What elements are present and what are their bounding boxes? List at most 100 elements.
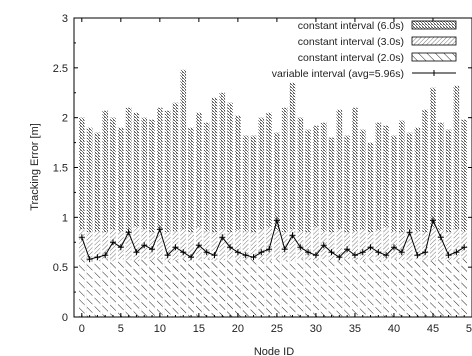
variable-point-10	[156, 226, 163, 233]
variable-point-6	[125, 229, 132, 236]
variable-point-13	[180, 249, 187, 256]
bar-6s-1	[86, 127, 93, 317]
bar-2s-21	[242, 260, 249, 317]
bar-2s-22	[250, 259, 257, 317]
variable-point-12	[172, 244, 179, 251]
series-variable-line	[78, 217, 468, 263]
bar-2s-30	[313, 261, 319, 317]
bar-6s-46	[437, 122, 444, 317]
bar-2s-14	[188, 261, 194, 317]
bar-6s-15	[196, 112, 202, 317]
bar-6s-2	[94, 132, 101, 317]
bar-2s-37	[367, 259, 374, 317]
bar-6s-47	[445, 129, 452, 317]
bar-2s-23	[258, 260, 265, 317]
bar-6s-27	[289, 82, 296, 317]
bar-2s-20	[235, 261, 241, 317]
bar-6s-17	[211, 97, 218, 317]
bar-2s-7	[133, 261, 140, 317]
bar-6s-40	[391, 135, 397, 317]
bar-2s-15	[196, 260, 202, 317]
bar-6s-28	[297, 117, 304, 317]
variable-point-15	[195, 242, 202, 249]
bar-6s-7	[133, 112, 140, 317]
bar-2s-4	[110, 261, 116, 317]
bar-2s-8	[141, 259, 148, 317]
legend-label-variable: variable interval (avg=5.96s)	[272, 68, 404, 80]
bar-6s-24	[266, 112, 272, 317]
bar-2s-31	[320, 259, 327, 317]
variable-point-5	[117, 244, 124, 251]
bar-2s-13	[180, 259, 187, 317]
variable-point-18	[219, 234, 226, 241]
bar-2s-2	[94, 260, 101, 317]
x-tick-label-25: 25	[271, 323, 283, 335]
y-tick-label-2.5: 2.5	[53, 63, 68, 75]
bar-2s-45	[430, 261, 436, 317]
x-tick-label-0: 0	[79, 323, 85, 335]
bar-6s-35	[352, 107, 358, 317]
bar-2s-26	[281, 260, 288, 317]
bar-2s-46	[437, 259, 444, 317]
variable-point-46	[437, 234, 444, 241]
bar-2s-11	[164, 261, 171, 317]
bar-2s-6	[125, 260, 132, 317]
bar-2s-19	[227, 259, 233, 317]
variable-point-31	[320, 242, 327, 249]
bar-2s-34	[344, 259, 350, 317]
bar-6s-8	[141, 117, 148, 317]
bar-2s-38	[375, 260, 382, 317]
y-tick-label-3: 3	[62, 13, 68, 25]
y-axis-label: Tracking Error [m]	[29, 123, 41, 211]
bar-2s-5	[118, 259, 124, 317]
variable-point-40	[390, 244, 397, 251]
y-tick-label-1.5: 1.5	[53, 163, 68, 175]
bar-6s-0	[78, 117, 85, 317]
bar-2s-25	[274, 259, 280, 317]
bar-6s-20	[235, 115, 241, 317]
bar-6s-37	[367, 142, 374, 317]
bar-6s-25	[274, 132, 280, 317]
variable-point-48	[453, 249, 460, 256]
y-axis: 0 0.5 1 1.5 2 2.5 3	[53, 13, 472, 324]
bar-6s-39	[383, 125, 389, 317]
bar-2s-1	[86, 261, 93, 317]
bar-2s-3	[102, 259, 109, 317]
y-tick-label-1: 1	[62, 212, 68, 224]
bar-6s-44	[422, 109, 428, 317]
bar-2s-16	[203, 259, 210, 317]
variable-point-30	[312, 252, 319, 259]
bar-6s-10	[157, 107, 163, 317]
legend-swatch-6s	[411, 20, 457, 30]
x-tick-label-5: 5	[118, 323, 124, 335]
bar-2s-49	[461, 259, 468, 317]
variable-point-16	[203, 249, 210, 256]
bar-6s-16	[203, 122, 210, 317]
x-tick-label-30: 30	[310, 323, 322, 335]
variable-point-25	[273, 217, 280, 224]
x-tick-label-15: 15	[193, 323, 205, 335]
x-tick-label-45: 45	[427, 323, 439, 335]
bar-6s-4	[110, 117, 116, 317]
bar-6s-33	[336, 109, 343, 317]
bar-6s-36	[359, 129, 366, 317]
bar-2s-28	[297, 259, 304, 317]
variable-point-22	[250, 254, 257, 261]
variable-point-14	[188, 254, 195, 261]
series-constant-6s-bars	[78, 69, 468, 317]
bar-6s-41	[398, 120, 405, 317]
bar-2s-42	[406, 261, 413, 317]
variable-interval-line	[81, 218, 465, 260]
legend-label-3s: constant interval (3.0s)	[298, 36, 404, 48]
variable-point-8	[141, 242, 148, 249]
bar-6s-14	[188, 127, 194, 317]
variable-point-36	[359, 249, 366, 256]
legend-label-2s: constant interval (2.0s)	[298, 52, 404, 64]
variable-point-41	[398, 249, 405, 256]
variable-point-19	[227, 244, 234, 251]
x-tick-label-35: 35	[349, 323, 361, 335]
y-tick-label-0: 0	[62, 312, 68, 324]
variable-point-32	[328, 249, 335, 256]
variable-point-21	[242, 252, 249, 259]
variable-point-34	[344, 246, 351, 253]
